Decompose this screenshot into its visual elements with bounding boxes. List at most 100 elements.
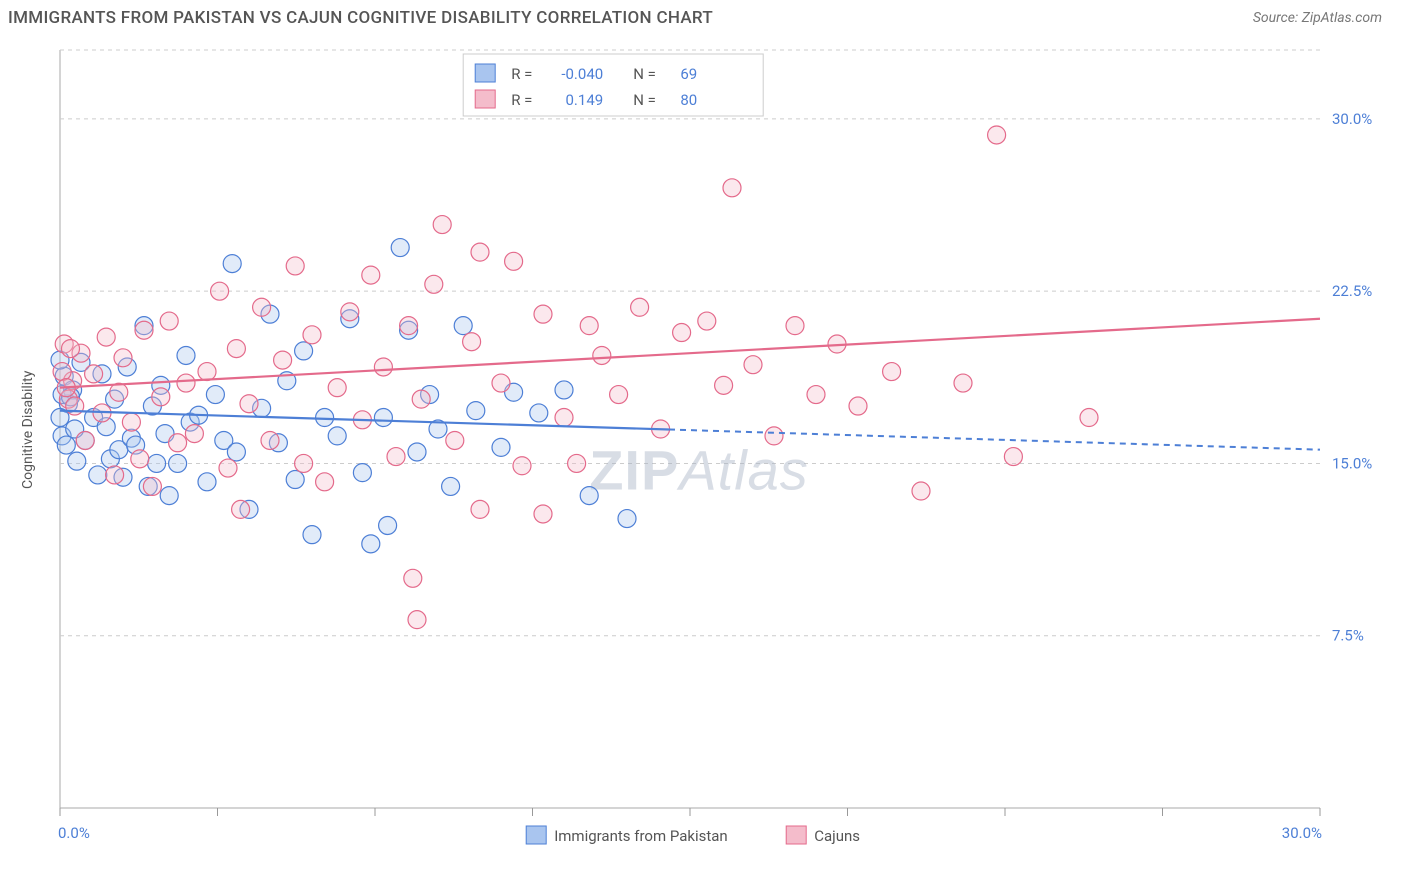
scatter-point <box>62 340 80 358</box>
scatter-point <box>446 431 464 449</box>
scatter-point <box>673 324 691 342</box>
scatter-point <box>160 312 178 330</box>
scatter-point <box>261 431 279 449</box>
scatter-point <box>580 317 598 335</box>
scatter-chart: 7.5%15.0%22.5%30.0%0.0%30.0%Cognitive Di… <box>12 40 1394 880</box>
scatter-point <box>253 298 271 316</box>
scatter-point <box>912 482 930 500</box>
scatter-point <box>89 466 107 484</box>
scatter-point <box>765 427 783 445</box>
watermark: ZIPAtlas <box>589 439 809 502</box>
chart-header: IMMIGRANTS FROM PAKISTAN VS CAJUN COGNIT… <box>0 0 1406 34</box>
scatter-point <box>135 321 153 339</box>
scatter-point <box>412 390 430 408</box>
scatter-point <box>698 312 716 330</box>
legend-n-value: 80 <box>680 91 697 109</box>
legend-swatch <box>475 90 495 108</box>
scatter-point <box>387 448 405 466</box>
scatter-point <box>1080 409 1098 427</box>
scatter-point <box>85 365 103 383</box>
scatter-point <box>442 477 460 495</box>
legend-swatch <box>475 64 495 82</box>
scatter-point <box>988 126 1006 144</box>
y-tick-label: 30.0% <box>1332 110 1372 128</box>
scatter-point <box>211 282 229 300</box>
scatter-point <box>76 431 94 449</box>
scatter-point <box>286 257 304 275</box>
y-axis-label: Cognitive Disability <box>20 370 36 489</box>
scatter-point <box>530 404 548 422</box>
scatter-point <box>169 434 187 452</box>
scatter-point <box>185 425 203 443</box>
scatter-point <box>362 266 380 284</box>
scatter-point <box>316 473 334 491</box>
scatter-point <box>492 374 510 392</box>
scatter-point <box>454 317 472 335</box>
scatter-point <box>807 386 825 404</box>
scatter-point <box>463 333 481 351</box>
scatter-point <box>295 454 313 472</box>
scatter-point <box>328 379 346 397</box>
scatter-point <box>57 436 75 454</box>
scatter-point <box>68 452 86 470</box>
legend-swatch <box>786 826 806 844</box>
legend-series-label: Cajuns <box>814 827 860 845</box>
scatter-point <box>1004 448 1022 466</box>
scatter-point <box>379 516 397 534</box>
scatter-point <box>110 383 128 401</box>
scatter-point <box>274 351 292 369</box>
scatter-point <box>631 298 649 316</box>
scatter-point <box>513 457 531 475</box>
scatter-point <box>568 454 586 472</box>
scatter-point <box>177 374 195 392</box>
scatter-point <box>97 328 115 346</box>
legend-r-label: R = <box>511 65 532 83</box>
scatter-point <box>219 459 237 477</box>
scatter-point <box>467 402 485 420</box>
legend-n-value: 69 <box>680 65 697 83</box>
scatter-point <box>198 363 216 381</box>
scatter-point <box>580 487 598 505</box>
scatter-point <box>131 450 149 468</box>
y-tick-label: 22.5% <box>1332 282 1372 300</box>
stats-legend <box>463 54 763 116</box>
scatter-point <box>471 243 489 261</box>
scatter-point <box>143 477 161 495</box>
scatter-point <box>534 505 552 523</box>
scatter-point <box>177 346 195 364</box>
scatter-point <box>433 216 451 234</box>
chart-title: IMMIGRANTS FROM PAKISTAN VS CAJUN COGNIT… <box>8 8 713 28</box>
legend-r-value: 0.149 <box>566 91 604 109</box>
scatter-point <box>106 466 124 484</box>
chart-source: Source: ZipAtlas.com <box>1253 10 1382 26</box>
scatter-point <box>240 395 258 413</box>
scatter-point <box>374 358 392 376</box>
x-tick-label: 0.0% <box>58 824 90 842</box>
scatter-point <box>786 317 804 335</box>
scatter-point <box>223 255 241 273</box>
scatter-point <box>723 179 741 197</box>
chart-container: 7.5%15.0%22.5%30.0%0.0%30.0%Cognitive Di… <box>12 40 1394 880</box>
scatter-point <box>148 454 166 472</box>
scatter-point <box>198 473 216 491</box>
legend-swatch <box>526 826 546 844</box>
scatter-point <box>232 500 250 518</box>
scatter-point <box>353 464 371 482</box>
legend-r-label: R = <box>511 91 532 109</box>
scatter-point <box>374 409 392 427</box>
scatter-point <box>849 397 867 415</box>
scatter-point <box>206 386 224 404</box>
scatter-point <box>954 374 972 392</box>
scatter-point <box>610 386 628 404</box>
scatter-point <box>303 326 321 344</box>
scatter-point <box>408 443 426 461</box>
scatter-point <box>593 346 611 364</box>
scatter-point <box>883 363 901 381</box>
scatter-point <box>227 340 245 358</box>
scatter-point <box>408 611 426 629</box>
scatter-point <box>362 535 380 553</box>
x-tick-label: 30.0% <box>1282 824 1322 842</box>
scatter-point <box>328 427 346 445</box>
scatter-point <box>404 569 422 587</box>
scatter-point <box>303 526 321 544</box>
